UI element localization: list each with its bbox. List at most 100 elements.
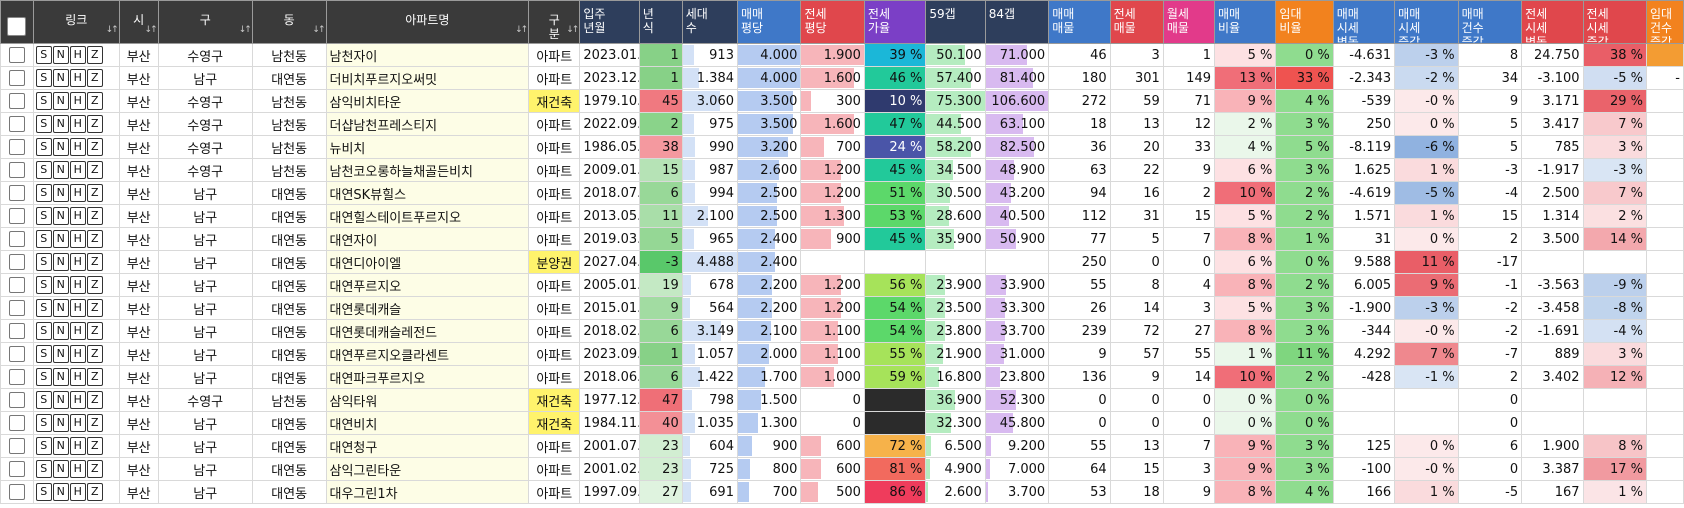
column-header-gu[interactable]: 구 ↓↑ (157, 0, 253, 44)
column-header-sp[interactable]: 매매 평당 (736, 0, 802, 44)
row-checkbox-cell[interactable] (0, 204, 34, 228)
column-header-sr[interactable]: 매매 비율 (1213, 0, 1277, 44)
select-all-checkbox[interactable] (7, 17, 27, 36)
row-checkbox-cell[interactable] (0, 296, 34, 320)
column-header-jci[interactable]: 전세 시세 증감 (1582, 0, 1648, 44)
link-button-n[interactable]: N (52, 207, 69, 225)
row-checkbox-cell[interactable] (0, 319, 34, 343)
link-button-h[interactable]: H (69, 253, 86, 271)
link-button-s[interactable]: S (35, 115, 52, 133)
link-button-z[interactable]: Z (86, 460, 103, 478)
column-header-rr[interactable]: 임대 비율 (1275, 0, 1334, 44)
row-checkbox-cell[interactable] (0, 135, 34, 159)
link-button-h[interactable]: H (69, 138, 86, 156)
column-header-sci2[interactable]: 매매 건수 증감 (1457, 0, 1523, 44)
link-button-h[interactable]: H (69, 92, 86, 110)
link-button-n[interactable]: N (52, 69, 69, 87)
row-checkbox-cell[interactable] (0, 181, 34, 205)
row-checkbox[interactable] (8, 47, 25, 63)
link-button-z[interactable]: Z (86, 345, 103, 363)
link-button-z[interactable]: Z (86, 184, 103, 202)
column-header-jc[interactable]: 전세 시세 변동 (1521, 0, 1584, 44)
table-row[interactable]: S N H Z 부산 남구 대연동 더비치푸르지오써밋 아파트 2023.12. 1 1.384 4.0… (0, 66, 1684, 90)
link-button-z[interactable]: Z (86, 299, 103, 317)
row-checkbox[interactable] (8, 277, 25, 293)
link-button-s[interactable]: S (35, 414, 52, 432)
column-header-hh[interactable]: 세대 수 (681, 0, 738, 44)
row-checkbox[interactable] (8, 139, 25, 155)
link-button-h[interactable]: H (69, 115, 86, 133)
link-button-n[interactable]: N (52, 161, 69, 179)
row-checkbox[interactable] (8, 116, 25, 132)
cell-name[interactable]: 대연비치 (325, 411, 530, 435)
table-row[interactable]: S N H Z 부산 수영구 남천동 남천코오롱하늘채골든비치 아파트 2009.01. 15 987… (0, 158, 1684, 182)
row-checkbox[interactable] (8, 392, 25, 408)
table-row[interactable]: S N H Z 부산 수영구 남천동 뉴비치 아파트 1986.05. 38 990 3.200 700 2… (0, 135, 1684, 159)
column-header-sci[interactable]: 매매 시세 증감 (1394, 0, 1459, 44)
column-header-si[interactable]: 시 ↓↑ (118, 0, 159, 44)
row-checkbox[interactable] (8, 231, 25, 247)
column-header-rci[interactable]: 임대 건수 증감 (1646, 0, 1684, 44)
column-header-year[interactable]: 입주 년월 (579, 0, 640, 44)
link-button-z[interactable]: Z (86, 483, 103, 501)
link-button-z[interactable]: Z (86, 414, 103, 432)
link-button-s[interactable]: S (35, 184, 52, 202)
link-button-s[interactable]: S (35, 368, 52, 386)
row-checkbox-cell[interactable] (0, 43, 34, 67)
link-button-s[interactable]: S (35, 299, 52, 317)
row-checkbox[interactable] (8, 300, 25, 316)
row-checkbox-cell[interactable] (0, 457, 34, 481)
row-checkbox-cell[interactable] (0, 227, 34, 251)
row-checkbox[interactable] (8, 208, 25, 224)
cell-name[interactable]: 대연롯데캐슬 (325, 296, 530, 320)
link-button-n[interactable]: N (52, 46, 69, 64)
sort-icon[interactable]: ↓↑ (312, 25, 325, 35)
table-row[interactable]: S N H Z 부산 수영구 남천동 남천자이 아파트 2023.01. 1 913 4.000 1.90… (0, 43, 1684, 67)
link-button-n[interactable]: N (52, 345, 69, 363)
sort-icon[interactable]: ↓↑ (515, 25, 528, 35)
link-button-h[interactable]: H (69, 46, 86, 64)
cell-name[interactable]: 더비치푸르지오써밋 (325, 66, 530, 90)
link-button-s[interactable]: S (35, 230, 52, 248)
link-button-s[interactable]: S (35, 460, 52, 478)
row-checkbox[interactable] (8, 254, 25, 270)
column-header-jr[interactable]: 전세 가율 (863, 0, 927, 44)
link-button-n[interactable]: N (52, 253, 69, 271)
table-row[interactable]: S N H Z 부산 남구 대연동 삼익그린타운 아파트 2001.02. 23 725 800 600 8… (0, 457, 1684, 481)
row-checkbox[interactable] (8, 484, 25, 500)
cell-name[interactable]: 삼익비치타운 (325, 89, 530, 113)
row-checkbox-cell[interactable] (0, 480, 34, 504)
link-button-h[interactable]: H (69, 230, 86, 248)
link-button-z[interactable]: Z (86, 46, 103, 64)
sort-icon[interactable]: ↓↑ (144, 25, 158, 35)
link-button-s[interactable]: S (35, 46, 52, 64)
link-button-n[interactable]: N (52, 368, 69, 386)
row-checkbox-cell[interactable] (0, 250, 34, 274)
column-header-sl[interactable]: 매매 매물 (1048, 0, 1111, 44)
link-button-n[interactable]: N (52, 437, 69, 455)
table-row[interactable]: S N H Z 부산 남구 대연동 대연롯데캐슬레전드 아파트 2018.02. 6 3.149 2.1… (0, 319, 1684, 343)
column-header-jl[interactable]: 전세 매물 (1109, 0, 1164, 44)
link-button-h[interactable]: H (69, 460, 86, 478)
cell-name[interactable]: 더샵남천프레스티지 (325, 112, 530, 136)
link-button-s[interactable]: S (35, 345, 52, 363)
link-button-n[interactable]: N (52, 299, 69, 317)
column-header-chk[interactable] (0, 0, 34, 44)
link-button-n[interactable]: N (52, 92, 69, 110)
cell-name[interactable]: 대연푸르지오클라센트 (325, 342, 530, 366)
table-row[interactable]: S N H Z 부산 수영구 남천동 더샵남천프레스티지 아파트 2022.09. 2 975 3.50… (0, 112, 1684, 136)
cell-name[interactable]: 삼익그린타운 (325, 457, 530, 481)
link-button-n[interactable]: N (52, 391, 69, 409)
table-row[interactable]: S N H Z 부산 남구 대연동 대연자이 아파트 2019.03. 5 965 2.400 900 45… (0, 227, 1684, 251)
table-row[interactable]: S N H Z 부산 남구 대연동 대연디아이엘 분양권 2027.04. -3 4.488 2.400… (0, 250, 1684, 274)
table-row[interactable]: S N H Z 부산 남구 대연동 대연롯데캐슬 아파트 2015.01. 9 564 2.200 1.2… (0, 296, 1684, 320)
table-row[interactable]: S N H Z 부산 수영구 남천동 삼익비치타운 재건축 1979.10. 45 3.060 3.50… (0, 89, 1684, 113)
link-button-z[interactable]: Z (86, 115, 103, 133)
row-checkbox[interactable] (8, 93, 25, 109)
column-header-g59[interactable]: 59갭 (925, 0, 986, 44)
link-button-h[interactable]: H (69, 69, 86, 87)
column-header-name[interactable]: 아파트명 ↓↑ (325, 0, 530, 44)
cell-name[interactable]: 삼익타워 (325, 388, 530, 412)
cell-name[interactable]: 대연힐스테이트푸르지오 (325, 204, 530, 228)
link-button-s[interactable]: S (35, 253, 52, 271)
